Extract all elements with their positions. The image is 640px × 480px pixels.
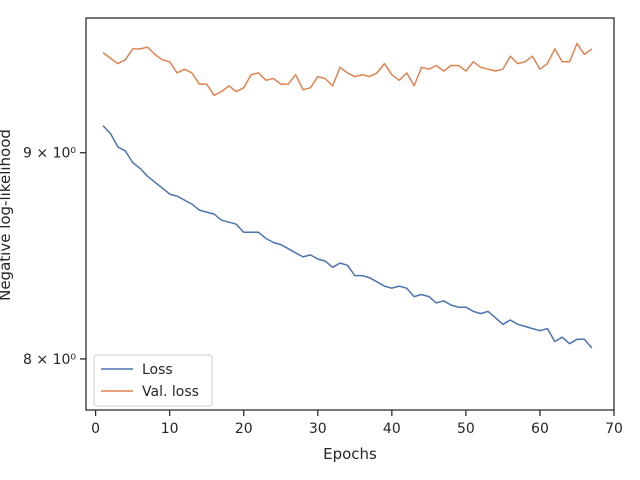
y-tick-label: 9 × 10⁰ xyxy=(23,146,76,162)
x-tick-label: 20 xyxy=(235,421,253,437)
x-tick-label: 50 xyxy=(457,421,475,437)
legend-label-loss: Loss xyxy=(142,362,173,378)
legend-label-val-loss: Val. loss xyxy=(142,384,199,400)
series-line-loss xyxy=(102,125,593,349)
y-axis-label: Negative log-likelihood xyxy=(0,129,14,301)
x-axis-ticks: 0 10 20 30 40 50 60 70 xyxy=(91,410,623,437)
legend-box xyxy=(93,354,213,407)
x-axis-label: Epochs xyxy=(323,445,377,463)
x-tick-label: 10 xyxy=(161,421,179,437)
x-tick-label: 30 xyxy=(309,421,327,437)
x-tick-label: 70 xyxy=(605,421,623,437)
legend: Loss Val. loss xyxy=(93,354,213,407)
x-tick-label: 0 xyxy=(91,421,100,437)
x-tick-label: 40 xyxy=(383,421,401,437)
plot-frame xyxy=(85,17,615,411)
y-tick-label: 8 × 10⁰ xyxy=(23,352,76,368)
plot-lines xyxy=(102,42,593,349)
x-tick-label: 60 xyxy=(531,421,549,437)
series-line-val-loss xyxy=(102,42,593,97)
y-axis-ticks: 8 × 10⁰ 9 × 10⁰ xyxy=(23,146,86,368)
